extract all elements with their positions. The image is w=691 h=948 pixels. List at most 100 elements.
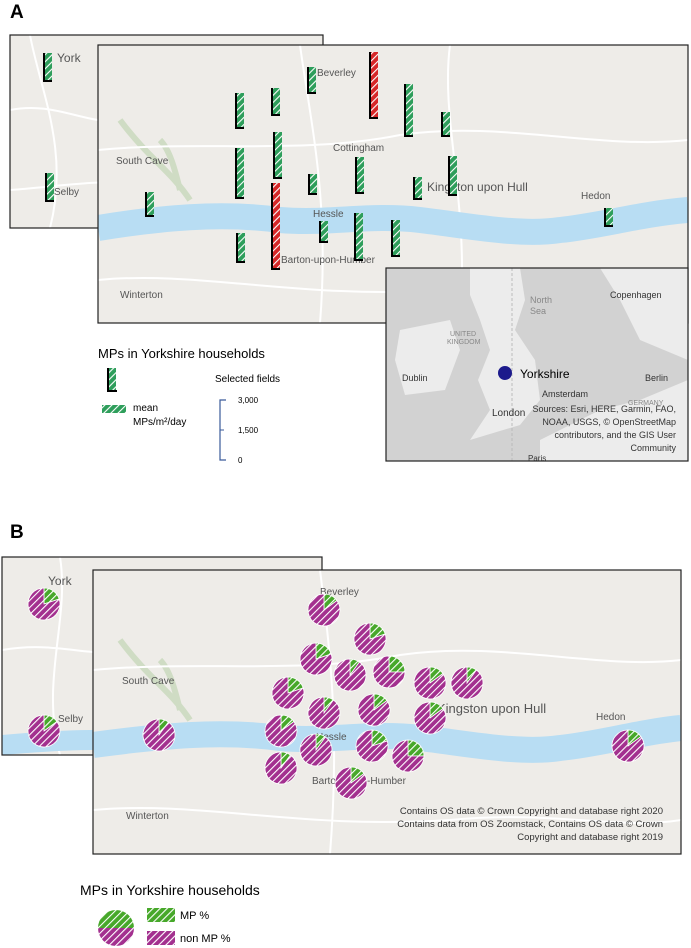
sources-line: NOAA, USGS, © OpenStreetMap bbox=[542, 417, 676, 427]
bar-edge bbox=[235, 148, 244, 199]
place-label: Selby bbox=[54, 187, 79, 198]
place-label: Hedon bbox=[581, 191, 610, 202]
place-label: Kingston upon Hull bbox=[427, 180, 528, 194]
inset-place: GERMANY bbox=[628, 400, 664, 407]
inset-place: London bbox=[492, 408, 525, 419]
bar-edge bbox=[413, 177, 422, 200]
inset-place: KINGDOM bbox=[447, 339, 481, 346]
bar-edge bbox=[271, 88, 280, 116]
legend-pie-bottom bbox=[98, 928, 134, 946]
bar-edge bbox=[354, 213, 363, 261]
place-label: York bbox=[57, 51, 82, 65]
legend-bar bbox=[109, 368, 116, 390]
place-label: Winterton bbox=[126, 811, 169, 822]
bar-edge bbox=[145, 192, 154, 217]
inset-place: Amsterdam bbox=[542, 389, 588, 399]
sources-line: Sources: Esri, HERE, Garmin, FAO, bbox=[532, 404, 676, 414]
place-label: Beverley bbox=[317, 68, 356, 79]
inset-place: North bbox=[530, 295, 552, 305]
inset-map bbox=[386, 268, 688, 461]
bar bbox=[147, 192, 154, 215]
legend-title: MPs in Yorkshire households bbox=[98, 346, 265, 361]
legend-item: MP % bbox=[180, 910, 209, 922]
place-label: South Cave bbox=[122, 676, 175, 687]
bar-edge bbox=[273, 132, 282, 179]
legend-swatch bbox=[147, 908, 175, 922]
bar bbox=[321, 221, 328, 241]
place-label: South Cave bbox=[116, 156, 169, 167]
attribution: Contains OS data © Crown Copyright and d… bbox=[397, 806, 663, 843]
pie-non-mp bbox=[27, 587, 61, 621]
attribution-line: Copyright and database right 2019 bbox=[517, 832, 663, 843]
bar-edge bbox=[448, 156, 457, 196]
panel-label: B bbox=[10, 522, 24, 543]
place-label: Winterton bbox=[120, 290, 163, 301]
legend-title: MPs in Yorkshire households bbox=[80, 882, 260, 898]
marker-label: Yorkshire bbox=[520, 367, 570, 381]
inset-place: Sea bbox=[530, 306, 546, 316]
place-label: Hessle bbox=[316, 732, 347, 743]
bar-edge bbox=[45, 173, 54, 202]
legend-swatch bbox=[102, 405, 126, 413]
legend-swatch bbox=[147, 931, 175, 945]
inset-place: Copenhagen bbox=[610, 290, 662, 300]
legend-pie-top bbox=[98, 910, 134, 928]
place-label: York bbox=[48, 574, 73, 588]
pie-non-mp bbox=[391, 739, 425, 773]
pie-non-mp bbox=[357, 693, 391, 727]
inset-place: Dublin bbox=[402, 373, 428, 383]
bar-edge bbox=[308, 174, 317, 195]
attribution-line: Contains OS data © Crown Copyright and d… bbox=[400, 806, 663, 817]
bar bbox=[237, 148, 244, 197]
pie-non-mp bbox=[353, 622, 387, 656]
legend-bar-edge bbox=[107, 368, 117, 392]
bar bbox=[357, 157, 364, 192]
bar bbox=[356, 213, 363, 259]
legend-symbols: 3,000 1,500 0 bbox=[102, 368, 259, 465]
bar bbox=[309, 67, 316, 92]
bar-edge bbox=[271, 183, 280, 270]
pie-non-mp bbox=[334, 766, 368, 800]
bar bbox=[273, 88, 280, 114]
pie-non-mp bbox=[355, 729, 389, 763]
pie-non-mp bbox=[307, 593, 341, 627]
place-label: Beverley bbox=[320, 587, 359, 598]
inset-place: Berlin bbox=[645, 373, 668, 383]
bar bbox=[415, 177, 422, 198]
bar bbox=[406, 84, 413, 135]
bar-edge bbox=[43, 53, 52, 82]
pie-non-mp bbox=[333, 658, 367, 692]
bar-edge bbox=[307, 67, 316, 94]
bar-edge bbox=[235, 93, 244, 129]
scale-label: 1,500 bbox=[238, 426, 259, 435]
legend-a: MPs in Yorkshire households mean MPs/m²/… bbox=[98, 346, 280, 428]
legend-item: MPs/m²/day bbox=[133, 417, 186, 428]
bar bbox=[237, 93, 244, 127]
pie-non-mp bbox=[413, 701, 447, 735]
place-label: Kingston upon Hull bbox=[437, 701, 546, 716]
bar-edge bbox=[391, 220, 400, 257]
pie-layer: York Beverley South Cave Kingston upon Hull… bbox=[27, 574, 645, 822]
attribution-line: Contains data from OS Zoomstack, Contain… bbox=[397, 819, 663, 830]
legend-symbols bbox=[98, 908, 175, 946]
pie-non-mp bbox=[299, 642, 333, 676]
pie-non-mp bbox=[307, 696, 341, 730]
pie-non-mp bbox=[299, 733, 333, 767]
bar bbox=[606, 208, 613, 225]
sources-line: contributors, and the GIS User bbox=[554, 430, 676, 440]
bar-edge bbox=[441, 112, 450, 137]
bar bbox=[310, 174, 317, 193]
location-marker bbox=[498, 366, 512, 380]
bar-edge bbox=[404, 84, 413, 137]
bar bbox=[45, 53, 52, 80]
pie-non-mp bbox=[27, 714, 61, 748]
panel-label: A bbox=[10, 2, 24, 23]
legend-item: mean bbox=[133, 403, 158, 414]
bar bbox=[273, 183, 280, 268]
pie-non-mp bbox=[142, 718, 176, 752]
scale-label: 3,000 bbox=[238, 396, 259, 405]
pie-non-mp bbox=[450, 666, 484, 700]
inset-place: UNITED bbox=[450, 331, 476, 338]
